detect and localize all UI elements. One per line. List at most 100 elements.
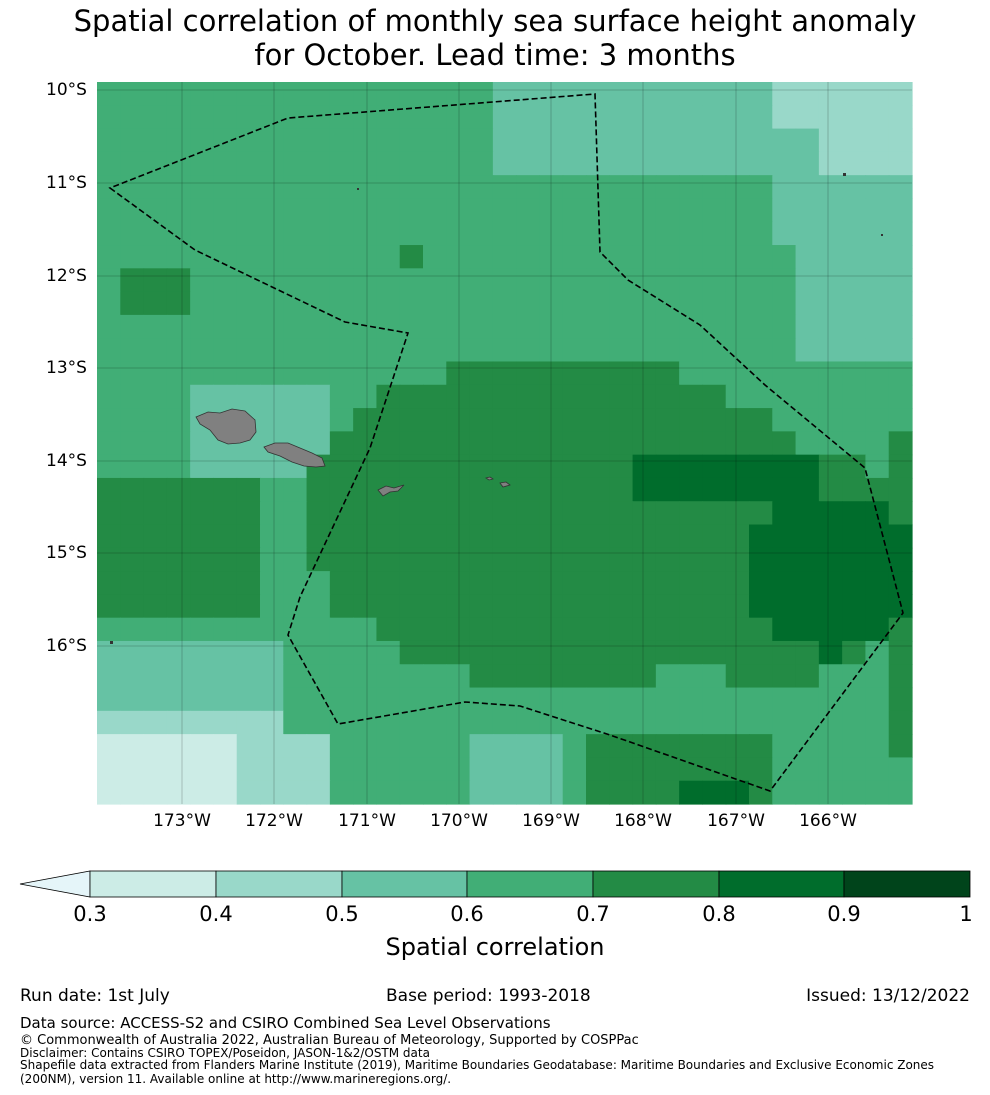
grid-cell (702, 175, 727, 200)
grid-cell (749, 547, 773, 572)
grid-cell (795, 128, 820, 153)
grid-cell (376, 640, 401, 665)
grid-cell (772, 594, 797, 619)
grid-cell (260, 198, 284, 223)
grid-cell (190, 291, 215, 316)
grid-cell (865, 547, 890, 572)
grid-cell (353, 384, 378, 409)
grid-cell (679, 734, 704, 759)
grid-cell (516, 501, 541, 526)
grid-cell (353, 571, 378, 595)
grid-cell (260, 687, 284, 712)
colorbar-bin-0.4-0.5 (215, 870, 343, 898)
grid-cell (842, 151, 867, 176)
grid-cell (539, 664, 564, 689)
grid-cell (749, 780, 773, 805)
grid-cell (213, 501, 238, 526)
grid-cell (865, 594, 890, 619)
grid-cell (260, 314, 284, 339)
grid-cell (260, 571, 284, 595)
grid-cell (353, 314, 378, 339)
grid-cell (586, 571, 610, 595)
grid-cell (166, 687, 191, 712)
grid-cell (818, 361, 843, 386)
grid-cell (702, 501, 727, 526)
grid-cell (818, 477, 843, 502)
grid-cell (562, 734, 587, 759)
grid-cell (97, 734, 121, 759)
grid-cell (842, 477, 867, 502)
grid-cell (353, 710, 378, 735)
grid-cell (888, 128, 913, 153)
grid-cell (749, 454, 773, 479)
grid-cell (399, 291, 424, 316)
grid-cell (213, 151, 238, 176)
grid-cell (516, 175, 541, 200)
grid-cell (725, 477, 750, 502)
grid-cell (283, 757, 308, 782)
grid-cell (888, 547, 913, 572)
grid-cell (236, 757, 261, 782)
grid-cell (609, 594, 634, 619)
grid-cell (376, 105, 401, 130)
copyright: © Commonwealth of Australia 2022, Austra… (20, 1033, 639, 1048)
grid-cell (632, 477, 657, 502)
grid-cell (306, 547, 331, 572)
grid-cell (423, 384, 447, 409)
grid-cell (516, 431, 541, 456)
grid-cell (772, 501, 797, 526)
grid-cell (586, 408, 610, 432)
grid-cell (353, 734, 378, 759)
grid-cell (586, 268, 610, 293)
grid-cell (865, 198, 890, 223)
grid-cell (516, 594, 541, 619)
grid-cell (236, 571, 261, 595)
grid-cell (423, 454, 447, 479)
grid-cell (376, 594, 401, 619)
grid-cell (539, 524, 564, 549)
grid-cell (469, 571, 494, 595)
grid-cell (353, 477, 378, 502)
grid-cell (399, 617, 424, 642)
title-line-1: Spatial correlation of monthly sea surfa… (73, 4, 917, 38)
grid-cell (725, 780, 750, 805)
grid-cell (213, 128, 238, 153)
grid-cell (143, 314, 168, 339)
grid-cell (818, 314, 843, 339)
grid-cell (306, 687, 331, 712)
grid-cell (632, 151, 657, 176)
grid-cell (795, 477, 820, 502)
grid-cell (469, 245, 494, 269)
grid-cell (166, 128, 191, 153)
grid-cell (399, 524, 424, 549)
grid-cell (609, 105, 634, 130)
grid-cell (423, 757, 447, 782)
grid-cell (306, 291, 331, 316)
grid-cell (97, 501, 121, 526)
grid-cell (446, 710, 471, 735)
grid-cell (516, 571, 541, 595)
grid-cell (143, 431, 168, 456)
grid-cell (283, 617, 308, 642)
grid-cell (236, 314, 261, 339)
grid-cell (166, 314, 191, 339)
grid-cell (749, 431, 773, 456)
grid-cell (679, 291, 704, 316)
grid-cell (888, 151, 913, 176)
grid-cell (469, 780, 494, 805)
grid-cell (818, 780, 843, 805)
grid-cell (492, 547, 517, 572)
grid-cell (120, 617, 145, 642)
grid-cell (190, 617, 215, 642)
grid-cell (818, 384, 843, 409)
grid-cell (632, 454, 657, 479)
grid-cell (725, 314, 750, 339)
grid-cell (539, 431, 564, 456)
grid-cell (562, 245, 587, 269)
grid-cell (609, 291, 634, 316)
grid-cell (842, 384, 867, 409)
shapefile-credit-2: (200NM), version 11. Available online at… (20, 1072, 452, 1086)
grid-cell (749, 291, 773, 316)
grid-cell (725, 594, 750, 619)
grid-cell (562, 594, 587, 619)
